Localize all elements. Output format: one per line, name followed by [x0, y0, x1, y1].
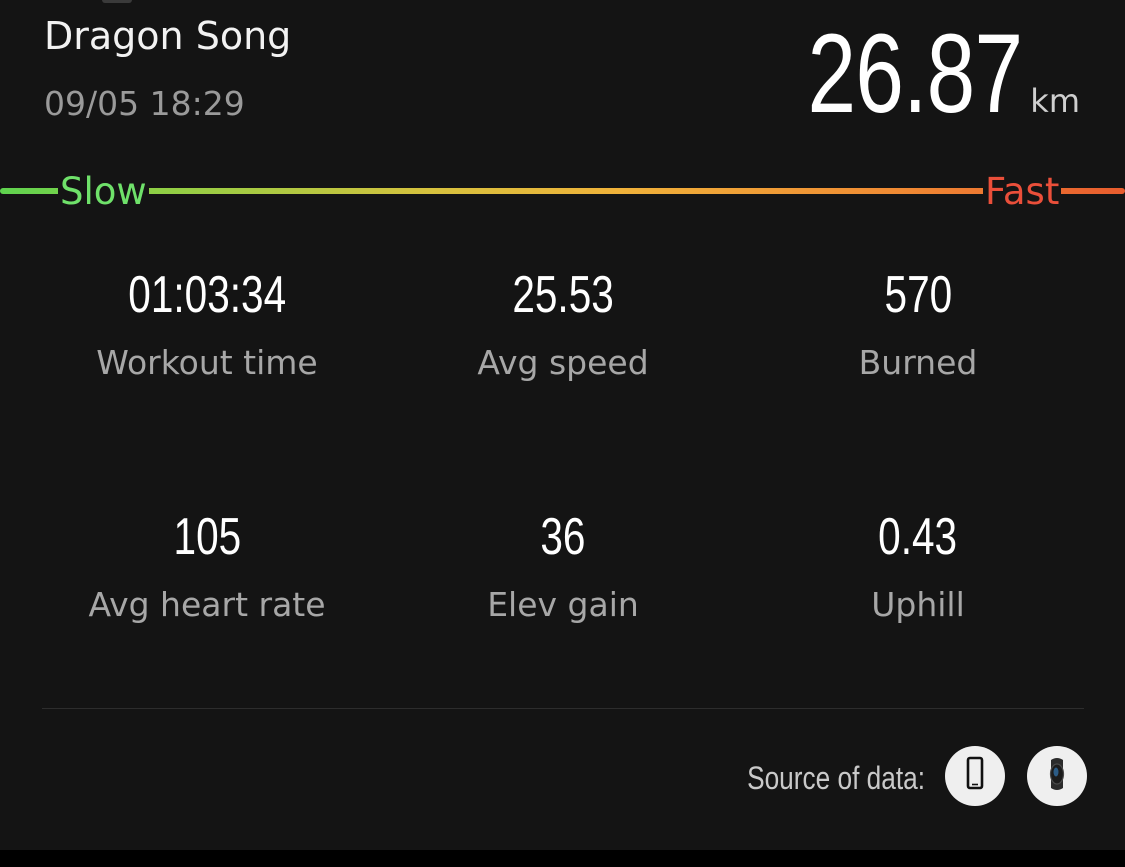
distance-unit: km: [1030, 82, 1080, 120]
stat-label: Avg heart rate: [88, 585, 326, 624]
stat-label: Workout time: [96, 343, 318, 382]
workout-datetime: 09/05 18:29: [44, 84, 245, 123]
stat-burned: 570 Burned: [738, 269, 1098, 382]
stat-value: 0.43: [878, 508, 958, 566]
stat-workout-time: 01:03:34 Workout time: [27, 269, 387, 382]
stat-avg-heart-rate: 105 Avg heart rate: [27, 511, 387, 624]
stat-label: Uphill: [871, 585, 965, 624]
distance-value: 26.87: [807, 11, 1024, 136]
scroll-notch: [102, 0, 132, 3]
stat-value: 105: [173, 508, 241, 566]
speed-fast-label: Fast: [983, 168, 1062, 216]
stat-elev-gain: 36 Elev gain: [383, 511, 743, 624]
phone-source-button[interactable]: [945, 746, 1005, 806]
section-divider: [42, 708, 1084, 709]
phone-icon: [960, 756, 990, 796]
stat-value: 01:03:34: [128, 266, 286, 324]
band-source-button[interactable]: [1027, 746, 1087, 806]
smart-band-icon: [1040, 755, 1074, 797]
stat-label: Elev gain: [487, 585, 639, 624]
stat-uphill: 0.43 Uphill: [738, 511, 1098, 624]
stat-avg-speed: 25.53 Avg speed: [383, 269, 743, 382]
data-source-label: Source of data:: [747, 760, 925, 796]
speed-gradient-bar: [0, 188, 1125, 194]
bottom-edge: [0, 850, 1125, 867]
stat-value: 36: [540, 508, 586, 566]
stat-label: Burned: [858, 343, 978, 382]
stat-label: Avg speed: [477, 343, 649, 382]
workout-title: Dragon Song: [44, 14, 292, 58]
stat-value: 570: [884, 266, 952, 324]
speed-slow-label: Slow: [58, 168, 149, 216]
stat-value: 25.53: [512, 266, 614, 324]
distance-display: 26.87 km: [747, 18, 1080, 130]
